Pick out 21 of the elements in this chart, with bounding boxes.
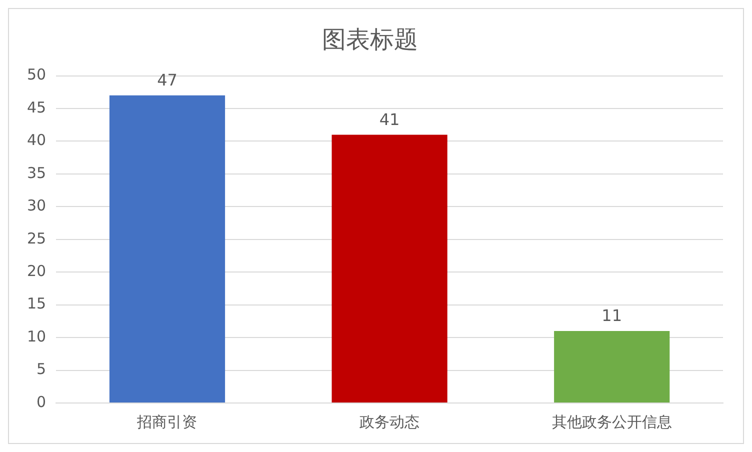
y-tick-label: 40 [26, 131, 46, 150]
x-tick-label: 其他政务公开信息 [552, 412, 672, 431]
y-tick-label: 50 [26, 66, 46, 84]
x-tick-label: 招商引资 [136, 412, 198, 431]
data-label: 41 [379, 110, 400, 129]
y-tick-label: 10 [26, 327, 46, 346]
bar [109, 95, 226, 402]
y-tick-label: 25 [26, 229, 46, 248]
bar [554, 331, 670, 402]
data-label: 47 [157, 70, 178, 90]
y-tick-label: 5 [36, 360, 46, 378]
y-tick-label: 30 [26, 196, 46, 215]
y-tick-label: 45 [26, 98, 46, 116]
y-tick-label: 35 [26, 164, 46, 182]
x-tick-label: 政务动态 [360, 412, 420, 431]
data-label: 11 [602, 306, 622, 326]
y-tick-label: 20 [26, 262, 46, 280]
chart-title: 图表标题 [322, 26, 418, 54]
y-tick-label: 15 [26, 294, 46, 313]
y-tick-label: 0 [36, 392, 46, 411]
bar [332, 134, 448, 402]
